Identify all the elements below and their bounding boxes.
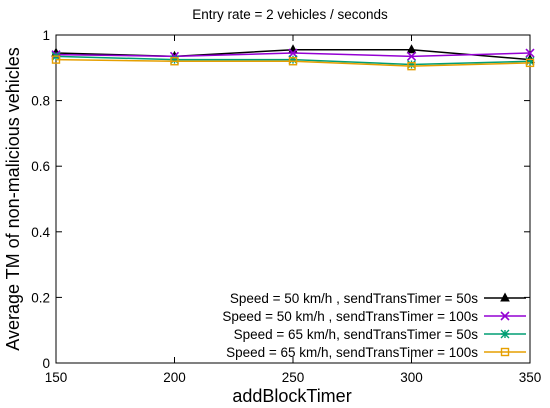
y-tick-label: 1: [42, 28, 50, 43]
data-point: [525, 58, 535, 68]
x-axis-ticks: 150 200 250 300 350: [45, 35, 542, 385]
y-tick-label: 0.4: [31, 225, 50, 240]
legend-marker: [500, 292, 510, 302]
legend: Speed = 50 km/h , sendTransTimer = 50s Sp…: [222, 291, 526, 360]
data-point: [525, 56, 535, 66]
legend-marker: [500, 329, 510, 339]
data-point: [406, 44, 417, 54]
legend-marker: [500, 347, 510, 357]
data-point: [288, 55, 298, 65]
y-tick-label: 0.6: [31, 159, 50, 174]
series-2: [51, 48, 535, 61]
series-group: [51, 44, 535, 71]
series-4: [51, 55, 535, 71]
data-point: [407, 61, 416, 71]
y-axis-ticks: 0 0.2 0.4 0.6 0.8 1: [31, 28, 530, 371]
data-point: [170, 55, 179, 65]
legend-label: Speed = 65 km/h, sendTransTimer = 50s: [234, 327, 479, 342]
legend-label: Speed = 50 km/h , sendTransTimer = 50s: [230, 291, 478, 306]
legend-marker: [500, 311, 510, 321]
data-point: [288, 48, 298, 58]
data-point: [407, 60, 416, 70]
chart-title: Entry rate = 2 vehicles / seconds: [192, 7, 388, 22]
y-tick-label: 0.2: [31, 290, 50, 305]
y-tick-label: 0.8: [31, 94, 50, 109]
series-line: [55, 58, 531, 67]
x-tick-label: 300: [400, 370, 423, 385]
data-point: [170, 57, 179, 66]
x-tick-label: 150: [45, 370, 68, 385]
legend-label: Speed = 65 km/h, sendTransTimer = 100s: [226, 345, 478, 360]
y-tick-label: 0: [42, 356, 50, 371]
data-point: [288, 57, 298, 66]
x-tick-label: 200: [163, 370, 186, 385]
data-point: [525, 48, 535, 58]
x-tick-label: 250: [282, 370, 305, 385]
data-point: [406, 51, 417, 61]
x-tick-label: 350: [519, 370, 542, 385]
y-axis-label: Average TM of non-malicious vehicles: [3, 47, 23, 350]
legend-label: Speed = 50 km/h , sendTransTimer = 100s: [222, 309, 478, 324]
data-point: [51, 55, 61, 64]
x-axis-label: addBlockTimer: [232, 386, 351, 406]
